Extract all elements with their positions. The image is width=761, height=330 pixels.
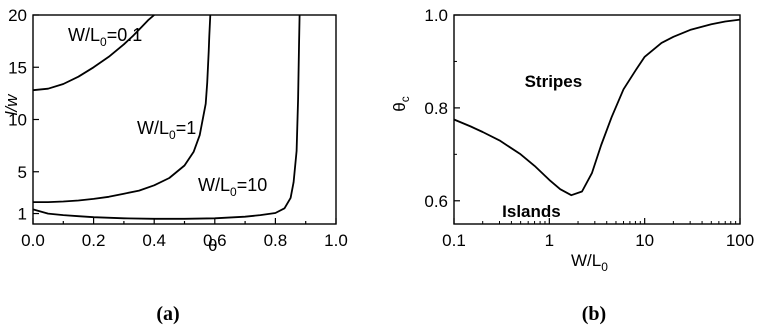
panel-a-x-tick-label: 0.2: [82, 231, 106, 250]
panel-a-y-tick-label: 1: [18, 205, 27, 224]
panel-a-x-tick-label: 0.4: [142, 231, 166, 250]
panel-a-x-axis-label: θ: [208, 236, 217, 255]
panel-a-series-label-2: W/L0=1: [137, 118, 196, 142]
panel-b-series: [453, 18, 741, 197]
panel-a-x-ticks: 0.0 0.2 0.4 0.6 0.8 1.0: [21, 218, 348, 250]
panel-b-y-tick-label: 0.8: [424, 99, 448, 118]
panel-a-y-axis-label: l/w: [2, 93, 21, 116]
panel-b-x-ticks: 0.1 1 10 100: [442, 218, 754, 250]
panel-b-series-line-1: [453, 18, 741, 197]
panel-a-series-label-1: W/L0=0.1: [68, 25, 142, 49]
panel-a-x-tick-label: 1.0: [324, 231, 348, 250]
panel-b-x-tick-label: 1: [545, 231, 554, 250]
panel-b-label: (b): [582, 303, 606, 325]
panel-b-plot-frame: [453, 14, 741, 225]
panel-b-y-axis-label: θc: [390, 96, 412, 111]
panel-a-series-line-2: [33, 14, 212, 203]
panel-b-annotation-stripes: Stripes: [525, 72, 583, 91]
panel-a-y-tick-label: 5: [18, 163, 27, 182]
panel-a-x-tick-label: 0.0: [21, 231, 45, 250]
panel-a-x-tick-label: 0.6: [203, 231, 227, 250]
panel-b-y-tick-label: 1.0: [424, 6, 448, 25]
panel-b-y-tick-label: 0.6: [424, 192, 448, 211]
panel-b-x-axis-label: W/L0: [571, 251, 608, 274]
panel-b-x-tick-label: 100: [726, 231, 754, 250]
panel-a-y-tick-label: 15: [8, 58, 27, 77]
panel-b-x-tick-label: 10: [635, 231, 654, 250]
panel-a-label: (a): [156, 303, 179, 325]
panel-a-series: [32, 14, 301, 220]
panel-b-annotation-islands: Islands: [502, 202, 561, 221]
panel-a-y-tick-label: 10: [8, 111, 27, 130]
panel-a-x-tick-label: 0.8: [264, 231, 288, 250]
panel-a-series-label-3: W/L0=10: [198, 175, 267, 199]
panel-b-chart: 0.1 1 10 100 0.6 0.8 1.0 θc W/L0 Stripes Isla…: [390, 6, 754, 325]
panel-b-y-ticks: 0.6 0.8 1.0: [424, 6, 460, 211]
panel-b-x-tick-label: 0.1: [442, 231, 466, 250]
panel-a-series-line-1: [32, 14, 155, 92]
panel-a-series-line-3: [32, 14, 301, 220]
panel-a-y-tick-label: 20: [8, 6, 27, 25]
